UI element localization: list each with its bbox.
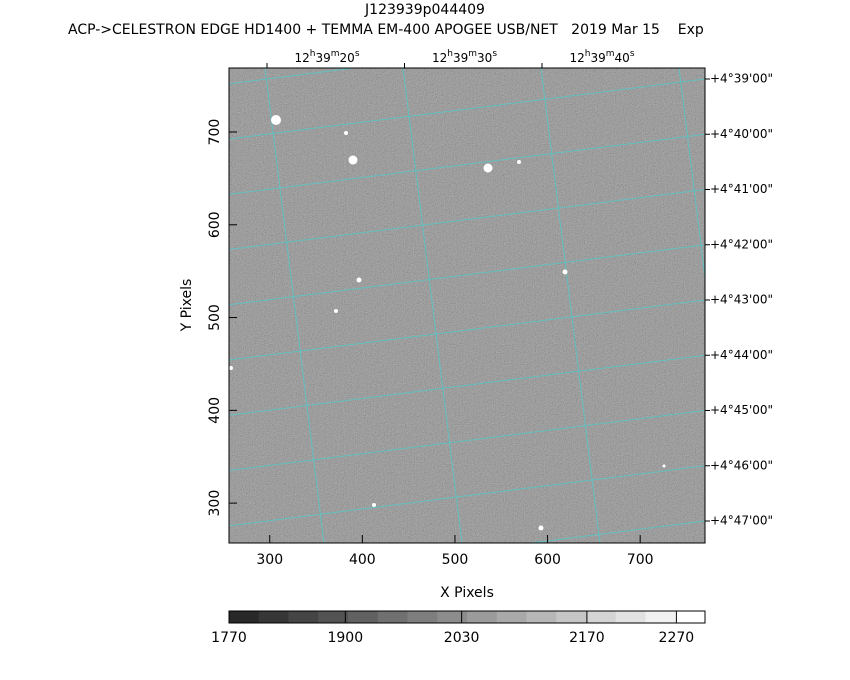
- ra-label: 12h39m20s: [294, 49, 359, 65]
- colorbar-step: [348, 611, 379, 623]
- y-tick-label: 500: [207, 304, 223, 331]
- colorbar-tick-label: 1900: [327, 630, 363, 646]
- x-tick-label: 500: [442, 552, 469, 568]
- wcs-grid-line: [127, 68, 186, 543]
- dec-label: +4°44'00": [710, 348, 773, 362]
- wcs-grid-line: [229, 354, 705, 416]
- colorbar-step: [496, 611, 527, 623]
- wcs-grid-line: [229, 133, 705, 195]
- x-axis-label: X Pixels: [440, 585, 494, 601]
- dec-label: +4°39'00": [710, 72, 773, 86]
- x-tick-label: 600: [534, 552, 561, 568]
- wcs-grid-line: [229, 465, 705, 527]
- ra-label: 12h39m30s: [432, 49, 497, 65]
- dec-label: +4°45'00": [710, 403, 773, 417]
- wcs-grid-line: [229, 78, 705, 140]
- wcs-grid-line: [229, 189, 705, 250]
- wcs-grid-line: [526, 520, 705, 543]
- plot-frame: [228, 67, 706, 544]
- dec-label: +4°47'00": [710, 514, 773, 528]
- dec-label: +4°46'00": [710, 458, 773, 472]
- chart-title: J123939p044409: [364, 2, 485, 18]
- colorbar-step: [556, 611, 587, 623]
- stars: [229, 115, 666, 531]
- colorbar-step: [675, 611, 706, 623]
- y-axis-label: Y Pixels: [179, 279, 195, 333]
- dec-label: +4°43'00": [710, 293, 773, 307]
- colorbar-step: [288, 611, 319, 623]
- colorbar-step: [437, 611, 468, 623]
- wcs-grid-line: [264, 68, 325, 543]
- wcs-grid-line: [229, 244, 705, 306]
- wcs-grid-line: [540, 68, 601, 543]
- x-tick-label: 400: [349, 552, 376, 568]
- sky-image: [127, 68, 850, 543]
- colorbar: 1770 1900 2030 2170 2270: [211, 610, 706, 646]
- colorbar-tick-label: 2170: [569, 630, 605, 646]
- colorbar-step: [615, 611, 646, 623]
- y-tick-label: 600: [207, 211, 223, 238]
- colorbar-step: [229, 611, 260, 623]
- colorbar-tick-label: 2030: [444, 630, 480, 646]
- chart-subtitle: ACP->CELESTRON EDGE HD1400 + TEMMA EM-40…: [68, 22, 704, 38]
- wcs-grid-line: [229, 410, 705, 471]
- colorbar-step: [258, 611, 289, 623]
- colorbar-step: [467, 611, 498, 623]
- colorbar-step: [407, 611, 438, 623]
- y-tick-label: 300: [207, 490, 223, 517]
- dec-label: +4°42'00": [710, 237, 773, 251]
- x-tick-label: 300: [256, 552, 283, 568]
- y-tick-label: 700: [207, 119, 223, 146]
- colorbar-step: [586, 611, 617, 623]
- colorbar-step: [526, 611, 557, 623]
- colorbar-step: [318, 611, 349, 623]
- dec-label: +4°40'00": [710, 127, 773, 141]
- wcs-grid-line: [678, 68, 705, 282]
- dec-label: +4°41'00": [710, 182, 773, 196]
- colorbar-step: [645, 611, 676, 623]
- ra-label: 12h39m40s: [569, 49, 634, 65]
- colorbar-tick-label: 2270: [659, 630, 695, 646]
- y-tick-label: 400: [207, 397, 223, 424]
- wcs-grid-line: [402, 68, 463, 543]
- wcs-grid-line: [229, 299, 705, 361]
- colorbar-tick-label: 1770: [211, 630, 247, 646]
- colorbar-step: [377, 611, 408, 623]
- wcs-grid-line: [229, 68, 358, 85]
- wcs-grid-line: [817, 68, 850, 543]
- x-tick-label: 700: [627, 552, 654, 568]
